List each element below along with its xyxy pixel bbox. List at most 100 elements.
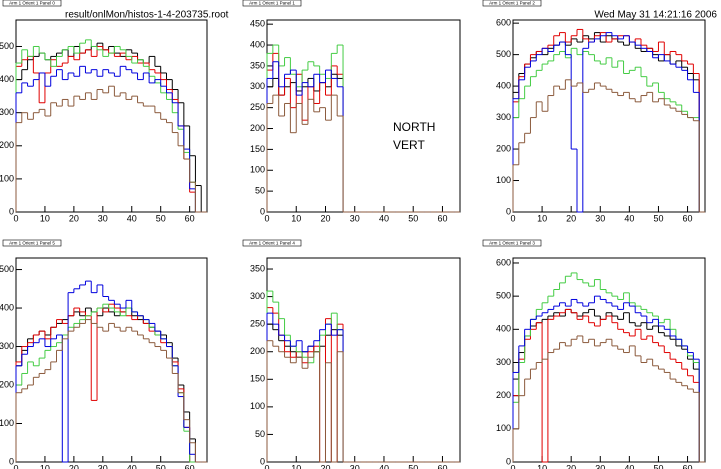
y-tick-label: 300 <box>250 291 265 301</box>
annotation: VERT <box>393 138 425 152</box>
panel-title: Arm 1 Orient 1 Panel 4 <box>249 240 295 245</box>
x-tick-label: 40 <box>624 213 634 223</box>
panel-title: Arm 1 Orient 1 Panel 3 <box>489 240 535 245</box>
x-tick-label: 40 <box>379 213 389 223</box>
y-tick-label: 50 <box>255 429 265 439</box>
plot-frame <box>512 257 706 463</box>
y-tick-label: 400 <box>0 302 14 312</box>
y-tick-label: 400 <box>496 80 511 90</box>
x-tick-label: 0 <box>510 463 515 469</box>
x-tick-label: 10 <box>537 463 547 469</box>
x-tick-label: 10 <box>40 463 50 469</box>
x-tick-label: 40 <box>379 463 389 469</box>
y-tick-label: 0 <box>506 206 511 216</box>
y-tick-label: 100 <box>250 165 265 175</box>
title-box <box>482 239 542 247</box>
y-tick-label: 100 <box>250 401 265 411</box>
x-tick-label: 60 <box>683 463 693 469</box>
y-tick-label: 500 <box>0 264 14 274</box>
x-tick-label: 0 <box>510 213 515 223</box>
y-tick-label: 200 <box>0 140 14 150</box>
panel-title: Arm 1 Orient 1 Panel 1 <box>249 0 295 5</box>
x-tick-label: 40 <box>127 213 137 223</box>
y-tick-label: 200 <box>250 123 265 133</box>
y-tick-label: 100 <box>0 173 14 183</box>
y-tick-label: 250 <box>250 319 265 329</box>
x-tick-label: 10 <box>291 213 301 223</box>
y-tick-label: 450 <box>250 19 265 29</box>
y-tick-label: 300 <box>0 107 14 117</box>
panel-title: Arm 1 Orient 1 Panel 5 <box>9 240 55 245</box>
x-tick-label: 0 <box>264 463 269 469</box>
y-tick-label: 150 <box>250 374 265 384</box>
x-tick-label: 10 <box>291 463 301 469</box>
x-tick-label: 30 <box>595 213 605 223</box>
x-tick-label: 60 <box>185 463 195 469</box>
y-tick-label: 0 <box>9 206 14 216</box>
x-tick-label: 30 <box>350 463 360 469</box>
y-tick-label: 100 <box>0 418 14 428</box>
x-tick-label: 20 <box>69 463 79 469</box>
x-tick-label: 30 <box>595 463 605 469</box>
date-label: Wed May 31 14:21:16 2006 <box>594 10 717 21</box>
histogram-series <box>512 47 705 213</box>
x-tick-label: 30 <box>98 213 108 223</box>
y-tick-label: 100 <box>496 423 511 433</box>
x-tick-label: 30 <box>350 213 360 223</box>
y-tick-label: 200 <box>250 346 265 356</box>
panel-title: Arm 1 Orient 1 Panel 0 <box>9 0 55 5</box>
file-label: result/onlMon/histos-1-4-203735.root <box>65 10 229 21</box>
y-tick-label: 400 <box>0 74 14 84</box>
x-tick-label: 0 <box>13 213 18 223</box>
x-tick-label: 50 <box>408 463 418 469</box>
y-tick-label: 0 <box>260 206 265 216</box>
y-tick-label: 500 <box>0 41 14 51</box>
histogram-series <box>15 319 207 463</box>
x-tick-label: 20 <box>320 213 330 223</box>
x-tick-label: 60 <box>437 213 447 223</box>
histogram-series <box>512 32 705 213</box>
x-tick-label: 50 <box>156 463 166 469</box>
x-tick-label: 50 <box>653 213 663 223</box>
title-box <box>242 239 302 247</box>
y-tick-label: 600 <box>496 257 511 267</box>
panel-title: Arm 1 Orient 1 Panel 2 <box>489 0 535 5</box>
x-tick-label: 40 <box>624 463 634 469</box>
histogram-series <box>512 79 705 213</box>
y-tick-label: 400 <box>496 324 511 334</box>
histogram-series <box>512 28 705 213</box>
histogram-series <box>512 32 705 213</box>
y-tick-label: 350 <box>250 263 265 273</box>
x-tick-label: 50 <box>156 213 166 223</box>
histogram-series <box>512 335 705 463</box>
x-tick-label: 60 <box>185 213 195 223</box>
y-tick-label: 300 <box>496 357 511 367</box>
y-tick-label: 500 <box>496 49 511 59</box>
title-box <box>242 0 302 7</box>
y-tick-label: 300 <box>250 81 265 91</box>
y-tick-label: 600 <box>496 18 511 28</box>
x-tick-label: 0 <box>264 213 269 223</box>
x-tick-label: 30 <box>98 463 108 469</box>
y-tick-label: 300 <box>496 112 511 122</box>
y-tick-label: 100 <box>496 175 511 185</box>
x-tick-label: 60 <box>683 213 693 223</box>
x-tick-label: 50 <box>653 463 663 469</box>
x-tick-label: 20 <box>566 213 576 223</box>
y-tick-label: 0 <box>506 456 511 466</box>
plot-frame <box>15 257 208 463</box>
title-box <box>2 0 62 7</box>
x-tick-label: 40 <box>127 463 137 469</box>
y-tick-label: 200 <box>496 143 511 153</box>
histogram-series <box>15 65 207 213</box>
histogram-series <box>266 340 460 463</box>
histogram-series <box>266 94 460 213</box>
x-tick-label: 20 <box>320 463 330 469</box>
x-tick-label: 10 <box>40 213 50 223</box>
y-tick-label: 350 <box>250 60 265 70</box>
x-tick-label: 20 <box>69 213 79 223</box>
histogram-series <box>266 290 460 463</box>
histogram-series <box>15 85 207 213</box>
histogram-series <box>266 307 460 463</box>
